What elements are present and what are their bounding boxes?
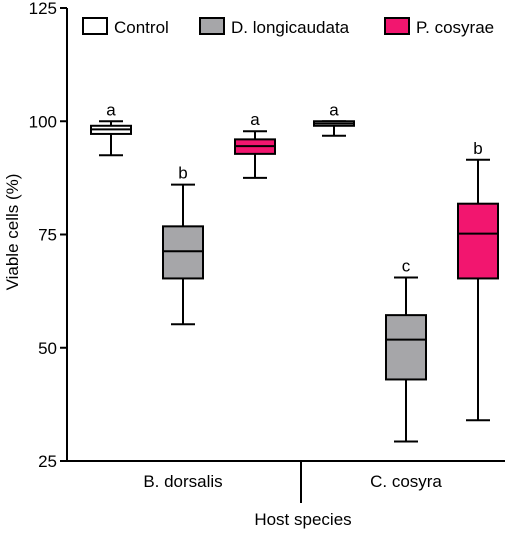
significance-label: b <box>178 164 187 183</box>
legend: Control D. longicaudata P. cosyrae <box>82 17 494 37</box>
y-tick-label: 75 <box>38 226 57 245</box>
legend-label: D. longicaudata <box>231 18 350 37</box>
significance-label: a <box>250 110 260 129</box>
legend-label: P. cosyrae <box>416 18 494 37</box>
box-control-b-dorsalis: a <box>90 100 132 157</box>
box-p-cosyrae-b-dorsalis: a <box>234 110 276 179</box>
box-p-cosyrae-c-cosyra: b <box>457 139 499 422</box>
box-d-longicaudata-c-cosyra: c <box>385 257 427 443</box>
legend-swatch <box>199 17 225 35</box>
significance-label: c <box>402 257 411 276</box>
significance-label: a <box>106 100 116 119</box>
legend-swatch <box>82 17 108 35</box>
y-axis-title: Viable cells (%) <box>3 174 22 291</box>
legend-swatch <box>384 17 410 35</box>
legend-label: Control <box>114 18 169 37</box>
box-body <box>457 202 499 280</box>
box-body <box>385 314 427 381</box>
y-axis: 25 50 75 100 125 <box>29 0 68 471</box>
y-tick-label: 100 <box>29 112 57 131</box>
box-control-c-cosyra: a <box>313 100 355 137</box>
legend-item: P. cosyrae <box>384 17 494 37</box>
legend-item: Control <box>82 17 169 37</box>
significance-label: b <box>473 139 482 158</box>
box-d-longicaudata-b-dorsalis: b <box>162 164 204 326</box>
y-tick-label: 125 <box>29 0 57 18</box>
significance-label: a <box>329 100 339 119</box>
x-group-label: C. cosyra <box>370 472 442 491</box>
x-axis: B. dorsalis C. cosyra <box>67 460 505 503</box>
plot-area: a a b c a b <box>90 100 499 443</box>
x-group-label: B. dorsalis <box>143 472 222 491</box>
x-axis-title: Host species <box>254 510 351 529</box>
y-tick-label: 25 <box>38 452 57 471</box>
legend-item: D. longicaudata <box>199 17 350 37</box>
y-tick-label: 50 <box>38 339 57 358</box>
box-body <box>162 225 204 280</box>
